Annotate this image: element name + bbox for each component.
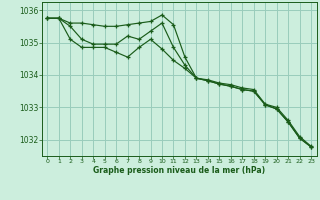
X-axis label: Graphe pression niveau de la mer (hPa): Graphe pression niveau de la mer (hPa) bbox=[93, 166, 265, 175]
